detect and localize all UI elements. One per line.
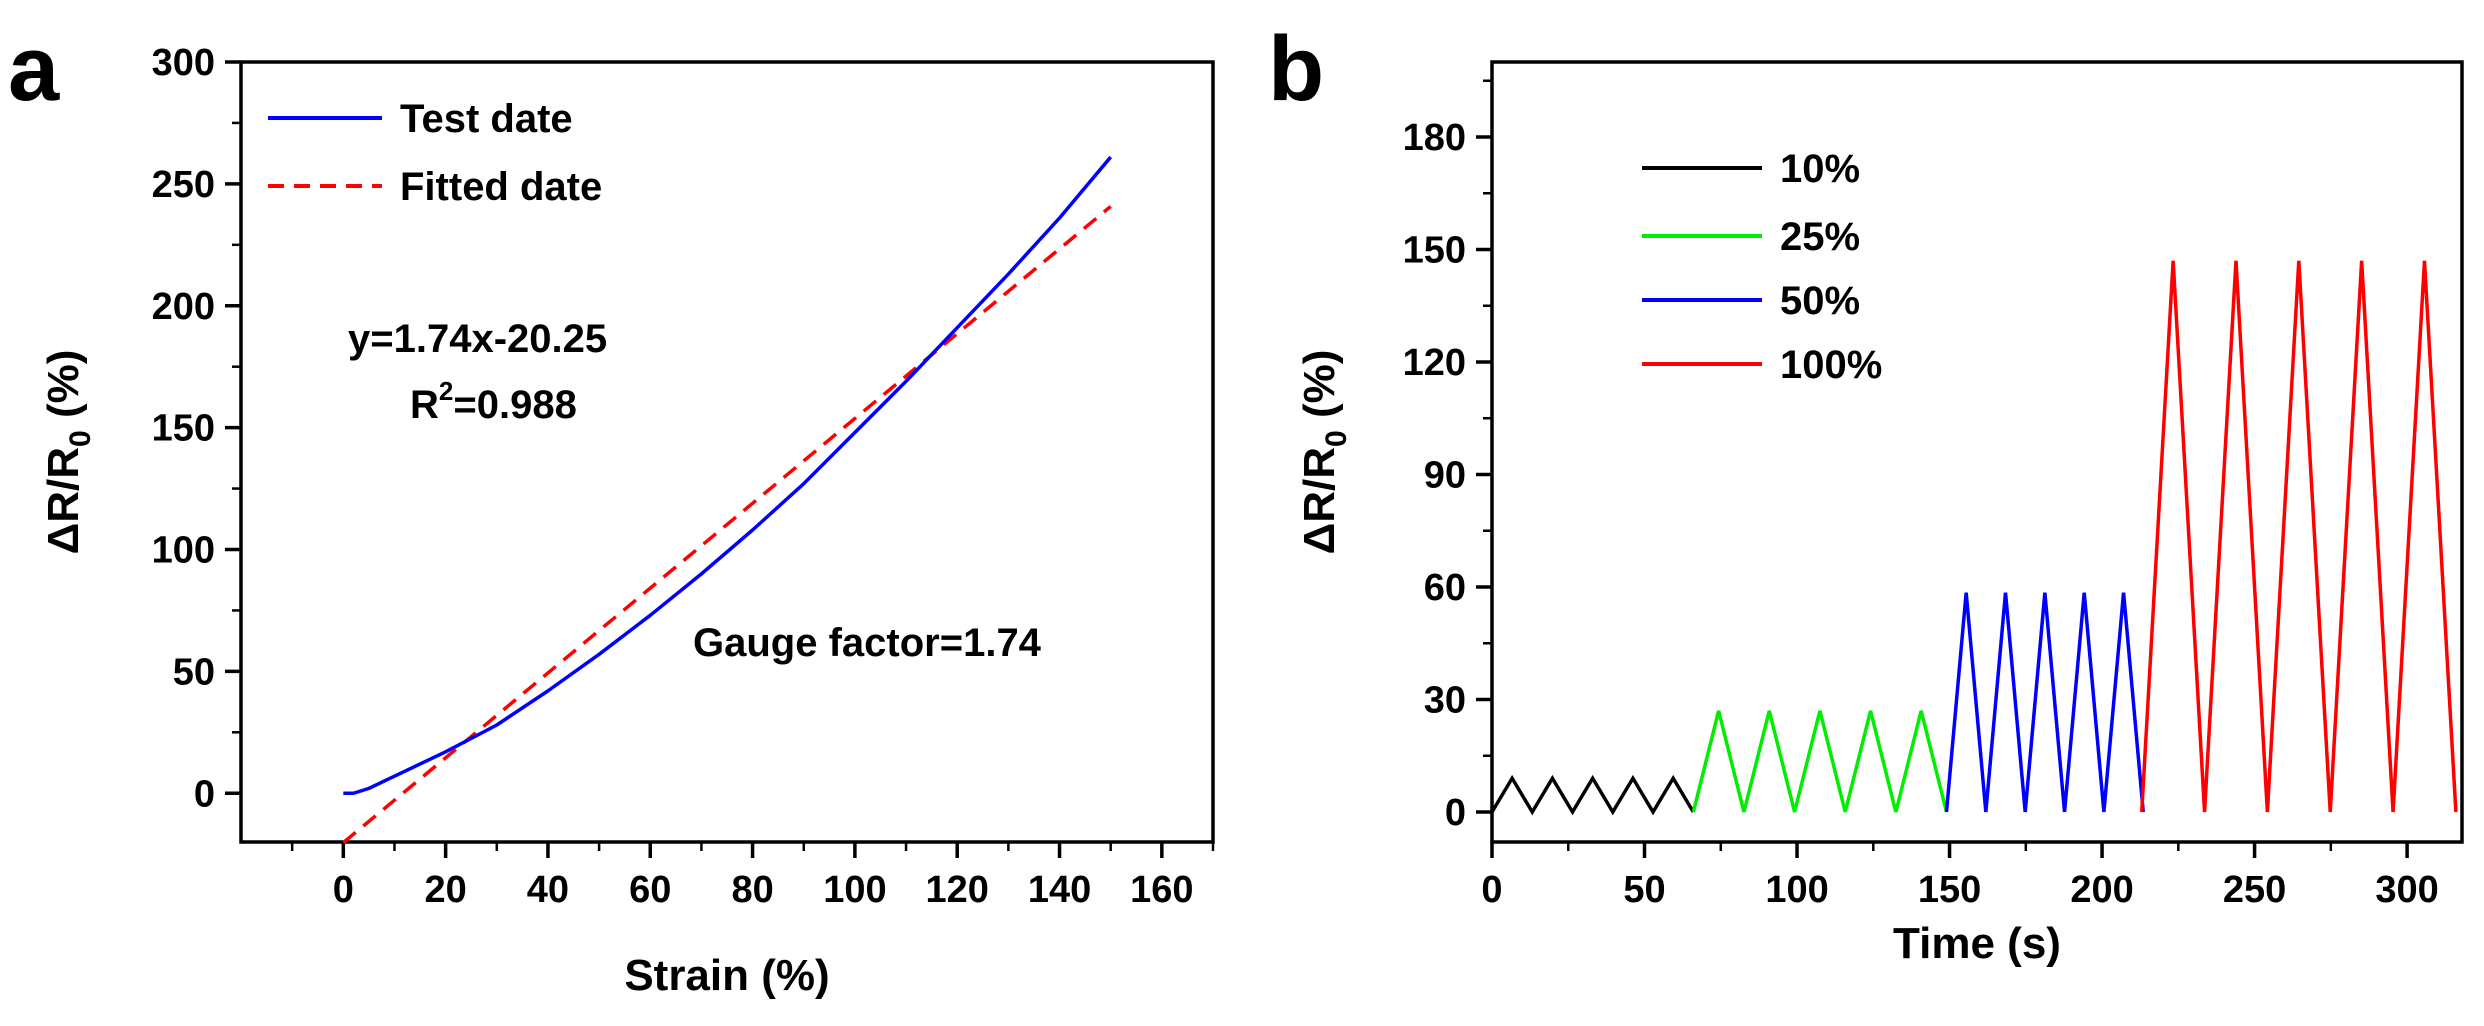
y-tick-label: 0 — [194, 773, 215, 815]
y-tick-label: 300 — [152, 42, 215, 84]
series-line-10-percent — [1490, 774, 1695, 816]
panel-a-y-axis-title: ΔR/R0 (%) — [39, 350, 97, 555]
gauge-factor: Gauge factor=1.74 — [693, 621, 1042, 665]
legend-label-50: 50% — [1780, 279, 1860, 323]
x-tick-label: 200 — [2070, 869, 2133, 911]
legend-label-test-date: Test date — [400, 97, 573, 141]
r-squared-superscript: 2 — [439, 376, 453, 406]
panel-b-legend: 10% 25% 50% 100% — [1642, 147, 1882, 387]
series-line-50-percent — [1944, 592, 2145, 813]
legend-label-100: 100% — [1780, 343, 1882, 387]
x-tick-label: 60 — [629, 869, 671, 911]
x-tick-label: 40 — [527, 869, 569, 911]
x-tick-label: 100 — [1765, 869, 1828, 911]
series-line-100-percent — [2139, 260, 2458, 813]
x-tick-label: 0 — [1481, 869, 1502, 911]
series-line-25-percent — [1691, 710, 1949, 813]
x-tick-label: 80 — [731, 869, 773, 911]
x-tick-label: 0 — [333, 869, 354, 911]
y-tick-label: 0 — [1445, 792, 1466, 834]
y-tick-label: 100 — [152, 530, 215, 572]
panel-a-label: a — [8, 18, 60, 120]
legend-label-10: 10% — [1780, 147, 1860, 191]
series-line-fitted-date — [342, 205, 1112, 844]
panel-b-label: b — [1268, 18, 1324, 120]
panel-a-x-axis-title: Strain (%) — [624, 951, 829, 1000]
panel-a-legend: Test date Fitted date — [268, 97, 602, 209]
y-tick-label: 250 — [152, 164, 215, 206]
series-line-test-date — [343, 155, 1113, 795]
legend-label-25: 25% — [1780, 215, 1860, 259]
y-tick-label: 200 — [152, 286, 215, 328]
panel-a-axes: 0 20 40 60 80 100 120 140 160 0 50 100 150 200 250 300 — [152, 42, 1215, 911]
panel-b-x-axis-title: Time (s) — [1893, 919, 2061, 968]
panel-b-plot-frame — [1490, 60, 2464, 844]
y-tick-label: 30 — [1424, 680, 1466, 722]
panel-b-y-axis-subscript: 0 — [1320, 430, 1353, 447]
panel-a-plot-frame — [239, 60, 1215, 844]
x-tick-label: 20 — [424, 869, 466, 911]
y-tick-label: 90 — [1424, 455, 1466, 497]
y-tick-label: 120 — [1403, 342, 1466, 384]
y-tick-label: 150 — [152, 408, 215, 450]
x-tick-label: 300 — [2375, 869, 2438, 911]
panel-a-strain-response: a 0 20 40 60 80 100 120 140 16005010015020025030… — [8, 18, 1215, 1000]
y-tick-label: 60 — [1424, 567, 1466, 609]
x-tick-label: 250 — [2223, 869, 2286, 911]
panel-a-series — [342, 155, 1113, 844]
x-tick-label: 160 — [1130, 869, 1193, 911]
x-tick-label: 150 — [1918, 869, 1981, 911]
y-tick-label: 180 — [1403, 117, 1466, 159]
y-tick-label: 150 — [1403, 230, 1466, 272]
r-squared: R2=0.988 — [410, 376, 577, 427]
panel-b-y-axis-title: ΔR/R0 (%) — [1295, 350, 1353, 555]
panel-b-axes: 0 50 100 150 200 250 300 0 30 60 90 120 150 180 — [1403, 79, 2439, 911]
panel-a-y-axis-subscript: 0 — [64, 430, 97, 447]
x-tick-label: 100 — [823, 869, 886, 911]
fit-equation: y=1.74x-20.25 — [348, 317, 607, 361]
y-tick-label: 50 — [173, 651, 215, 693]
panel-b-time-response: b 0 50 100 150 200 250 300 0 30 60 90 120 150 180 10%… — [1268, 18, 2464, 968]
x-tick-label: 50 — [1623, 869, 1665, 911]
panel-b-series — [1490, 260, 2458, 816]
x-tick-label: 140 — [1028, 869, 1091, 911]
x-tick-label: 120 — [926, 869, 989, 911]
legend-label-fitted-date: Fitted date — [400, 165, 602, 209]
